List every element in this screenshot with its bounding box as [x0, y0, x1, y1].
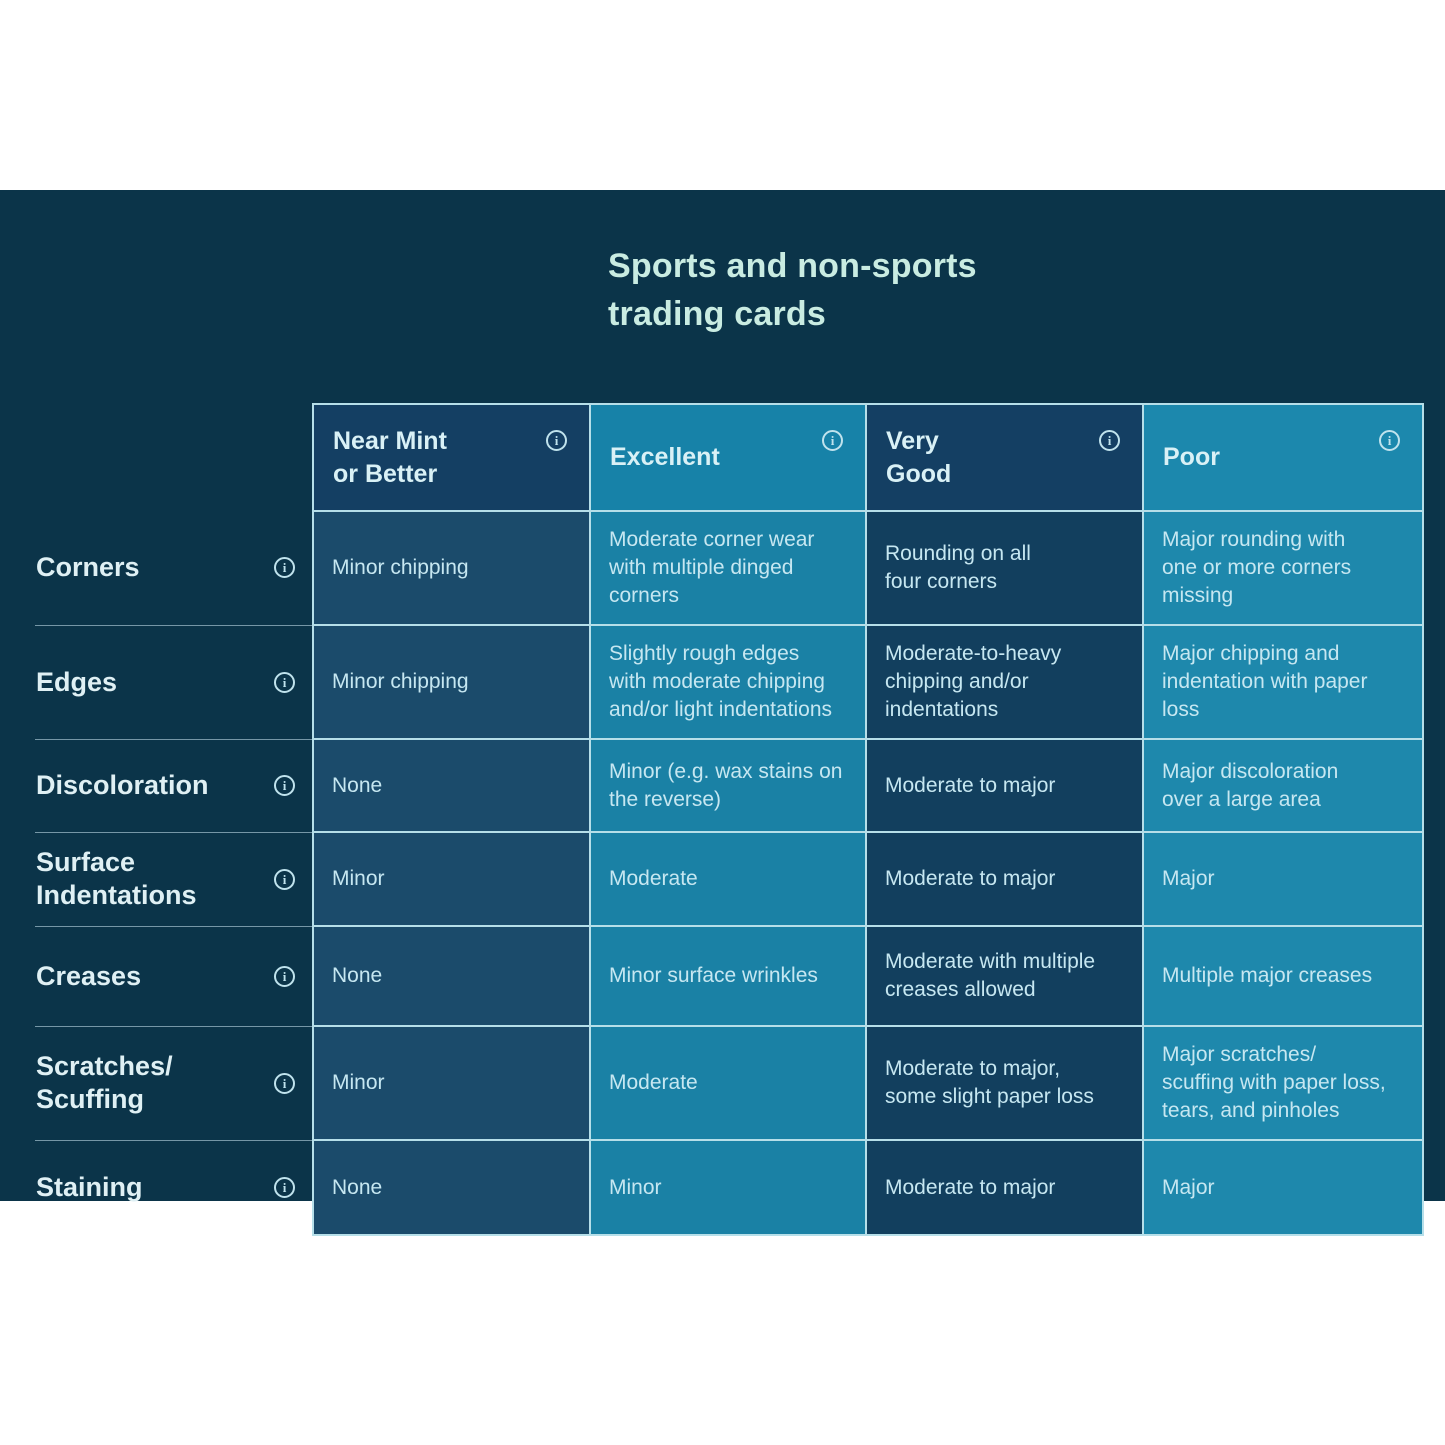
- cell-scratches-very-good: Moderate to major, some slight paper los…: [865, 1025, 1144, 1141]
- cell-corners-very-good: Rounding on all four corners: [865, 510, 1144, 626]
- cell-staining-very-good: Moderate to major: [865, 1139, 1144, 1236]
- table-row-edges: Edges i Minor chipping Slightly rough edg…: [35, 624, 1424, 740]
- cell-discoloration-excellent: Minor (e.g. wax stains on the reverse): [589, 738, 867, 833]
- table-row-scratches-scuffing: Scratches/ Scuffing i Minor Moderate Mode…: [35, 1025, 1424, 1141]
- cell-scratches-excellent: Moderate: [589, 1025, 867, 1141]
- table-row-corners: Corners i Minor chipping Moderate corner …: [35, 510, 1424, 626]
- info-icon[interactable]: i: [274, 775, 295, 796]
- info-icon[interactable]: i: [274, 1177, 295, 1199]
- info-icon[interactable]: i: [274, 965, 295, 987]
- table-row-creases: Creases i None Minor surface wrinkles Mod…: [35, 925, 1424, 1027]
- cell-corners-excellent: Moderate corner wear with multiple dinge…: [589, 510, 867, 626]
- row-label-text: Scratches/ Scuffing: [36, 1051, 173, 1114]
- row-label-text: Corners: [36, 552, 140, 583]
- cell-edges-excellent: Slightly rough edges with moderate chipp…: [589, 624, 867, 740]
- cell-edges-very-good: Moderate-to-heavy chipping and/or indent…: [865, 624, 1144, 740]
- row-label-text: Staining: [36, 1172, 143, 1203]
- table-row-staining: Staining i None Minor Moderate to major M…: [35, 1139, 1424, 1236]
- cell-staining-poor: Major: [1142, 1139, 1424, 1236]
- info-icon[interactable]: i: [822, 430, 843, 451]
- column-header-near-mint: Near Mint or Better i: [312, 403, 591, 512]
- cell-creases-near-mint: None: [312, 925, 591, 1027]
- cell-corners-poor: Major rounding with one or more corners …: [1142, 510, 1424, 626]
- cell-corners-near-mint: Minor chipping: [312, 510, 591, 626]
- grading-chart-panel: Sports and non-sports trading cards Near…: [0, 190, 1445, 1236]
- column-header-label: Near Mint or Better: [333, 426, 447, 488]
- row-label-scratches-scuffing: Scratches/ Scuffing i: [35, 1026, 313, 1141]
- cell-discoloration-near-mint: None: [312, 738, 591, 833]
- table-row-surface-indentations: Surface Indentations i Minor Moderate Mod…: [35, 831, 1424, 927]
- info-icon[interactable]: i: [1099, 430, 1120, 451]
- column-header-poor: Poor i: [1142, 403, 1424, 512]
- header-row: Near Mint or Better i Excellent i Very Goo…: [35, 403, 1424, 512]
- cell-creases-very-good: Moderate with multiple creases allowed: [865, 925, 1144, 1027]
- row-label-surface-indentations: Surface Indentations i: [35, 832, 313, 927]
- page-title: Sports and non-sports trading cards: [608, 247, 977, 333]
- column-header-label: Excellent: [610, 443, 720, 471]
- column-header-excellent: Excellent i: [589, 403, 867, 512]
- cell-edges-poor: Major chipping and indentation with pape…: [1142, 624, 1424, 740]
- row-label-corners: Corners i: [35, 511, 313, 626]
- column-header-label: Poor: [1163, 443, 1220, 471]
- cell-staining-near-mint: None: [312, 1139, 591, 1236]
- cell-surface-indentations-poor: Major: [1142, 831, 1424, 927]
- row-label-staining: Staining i: [35, 1140, 313, 1235]
- row-label-text: Edges: [36, 666, 118, 697]
- info-icon[interactable]: i: [274, 557, 295, 579]
- column-header-label: Very Good: [886, 426, 952, 488]
- table-row-discoloration: Discoloration i None Minor (e.g. wax stai…: [35, 738, 1424, 833]
- column-header-very-good: Very Good i: [865, 403, 1144, 512]
- cell-scratches-near-mint: Minor: [312, 1025, 591, 1141]
- cell-surface-indentations-excellent: Moderate: [589, 831, 867, 927]
- cell-edges-near-mint: Minor chipping: [312, 624, 591, 740]
- info-icon[interactable]: i: [546, 430, 567, 451]
- cell-staining-excellent: Minor: [589, 1139, 867, 1236]
- cell-creases-excellent: Minor surface wrinkles: [589, 925, 867, 1027]
- info-icon[interactable]: i: [274, 671, 295, 693]
- grading-table: Near Mint or Better i Excellent i Very Goo…: [35, 403, 1424, 1236]
- row-label-text: Creases: [36, 960, 142, 991]
- cell-surface-indentations-near-mint: Minor: [312, 831, 591, 927]
- corner-cell: [35, 404, 313, 511]
- row-label-text: Surface Indentations: [36, 847, 197, 910]
- row-label-edges: Edges i: [35, 625, 313, 740]
- cell-surface-indentations-very-good: Moderate to major: [865, 831, 1144, 927]
- info-icon[interactable]: i: [274, 868, 295, 890]
- cell-creases-poor: Multiple major creases: [1142, 925, 1424, 1027]
- row-label-text: Discoloration: [36, 770, 209, 800]
- row-label-discoloration: Discoloration i: [35, 739, 313, 833]
- cell-discoloration-poor: Major discoloration over a large area: [1142, 738, 1424, 833]
- info-icon[interactable]: i: [1379, 430, 1400, 451]
- info-icon[interactable]: i: [274, 1072, 295, 1094]
- row-label-creases: Creases i: [35, 926, 313, 1027]
- cell-scratches-poor: Major scratches/ scuffing with paper los…: [1142, 1025, 1424, 1141]
- cell-discoloration-very-good: Moderate to major: [865, 738, 1144, 833]
